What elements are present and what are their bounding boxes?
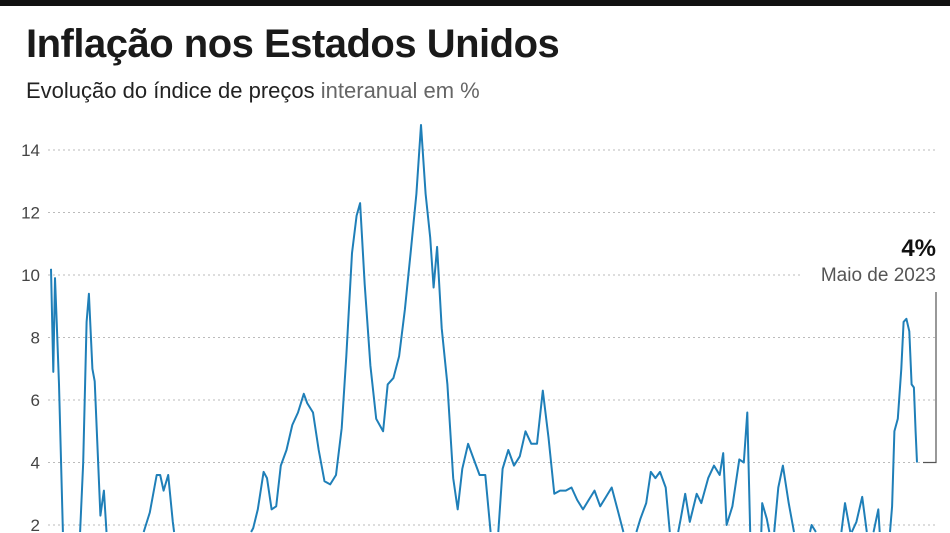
y-tick-label: 10	[21, 266, 40, 285]
subtitle-main: Evolução do índice de preços	[26, 78, 315, 103]
annotation-bracket	[923, 292, 937, 464]
y-tick-label: 4	[31, 454, 40, 473]
y-tick-label: 6	[31, 391, 40, 410]
top-rule	[0, 0, 950, 6]
chart-subtitle: Evolução do índice de preços interanual …	[26, 78, 480, 104]
subtitle-unit: interanual em %	[320, 78, 480, 103]
annotation-date: Maio de 2023	[821, 265, 936, 286]
inflation-series-line	[50, 124, 918, 533]
annotation-value: 4%	[901, 235, 936, 262]
chart-title: Inflação nos Estados Unidos	[26, 22, 560, 66]
y-tick-label: 8	[31, 329, 40, 348]
y-tick-label: 14	[21, 141, 40, 160]
y-tick-label: 2	[31, 516, 40, 533]
y-tick-label: 12	[21, 204, 40, 223]
